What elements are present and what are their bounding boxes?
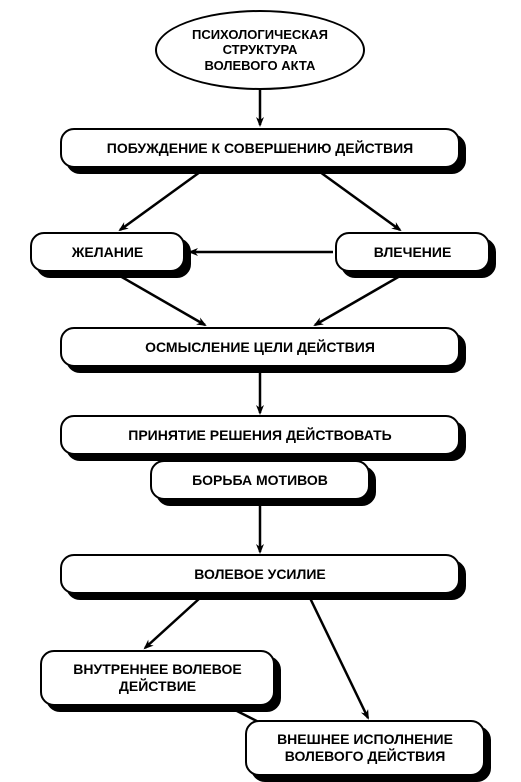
arrow-1 (120, 172, 200, 230)
node-struggle-label: БОРЬБА МОТИВОВ (186, 470, 334, 491)
node-desire-label: ЖЕЛАНИЕ (66, 242, 149, 263)
node-decision-label: ПРИНЯТИЕ РЕШЕНИЯ ДЕЙСТВОВАТЬ (122, 425, 397, 446)
node-effort-label: ВОЛЕВОЕ УСИЛИЕ (188, 564, 331, 585)
node-struggle: БОРЬБА МОТИВОВ (150, 460, 370, 500)
node-internal: ВНУТРЕННЕЕ ВОЛЕВОЕ ДЕЙСТВИЕ (40, 650, 275, 706)
node-impulse-label: ПОБУЖДЕНИЕ К СОВЕРШЕНИЮ ДЕЙСТВИЯ (101, 138, 419, 159)
node-impulse: ПОБУЖДЕНИЕ К СОВЕРШЕНИЮ ДЕЙСТВИЯ (60, 128, 460, 168)
node-external: ВНЕШНЕЕ ИСПОЛНЕНИЕ ВОЛЕВОГО ДЕЙСТВИЯ (245, 720, 485, 776)
arrow-9 (310, 598, 368, 718)
node-effort: ВОЛЕВОЕ УСИЛИЕ (60, 554, 460, 594)
arrow-5 (315, 276, 400, 325)
node-title: ПСИХОЛОГИЧЕСКАЯ СТРУКТУРА ВОЛЕВОГО АКТА (155, 10, 365, 90)
node-comprehension: ОСМЫСЛЕНИЕ ЦЕЛИ ДЕЙСТВИЯ (60, 327, 460, 367)
node-internal-label: ВНУТРЕННЕЕ ВОЛЕВОЕ ДЕЙСТВИЕ (67, 659, 247, 697)
arrow-2 (320, 172, 400, 230)
node-external-label: ВНЕШНЕЕ ИСПОЛНЕНИЕ ВОЛЕВОГО ДЕЙСТВИЯ (271, 729, 459, 767)
node-comprehension-label: ОСМЫСЛЕНИЕ ЦЕЛИ ДЕЙСТВИЯ (139, 337, 381, 358)
arrow-8 (145, 598, 200, 648)
node-desire: ЖЕЛАНИЕ (30, 232, 185, 272)
node-attraction: ВЛЕЧЕНИЕ (335, 232, 490, 272)
node-attraction-label: ВЛЕЧЕНИЕ (368, 242, 458, 263)
arrow-4 (120, 276, 205, 325)
node-decision: ПРИНЯТИЕ РЕШЕНИЯ ДЕЙСТВОВАТЬ (60, 415, 460, 455)
node-title-label: ПСИХОЛОГИЧЕСКАЯ СТРУКТУРА ВОЛЕВОГО АКТА (186, 25, 334, 76)
